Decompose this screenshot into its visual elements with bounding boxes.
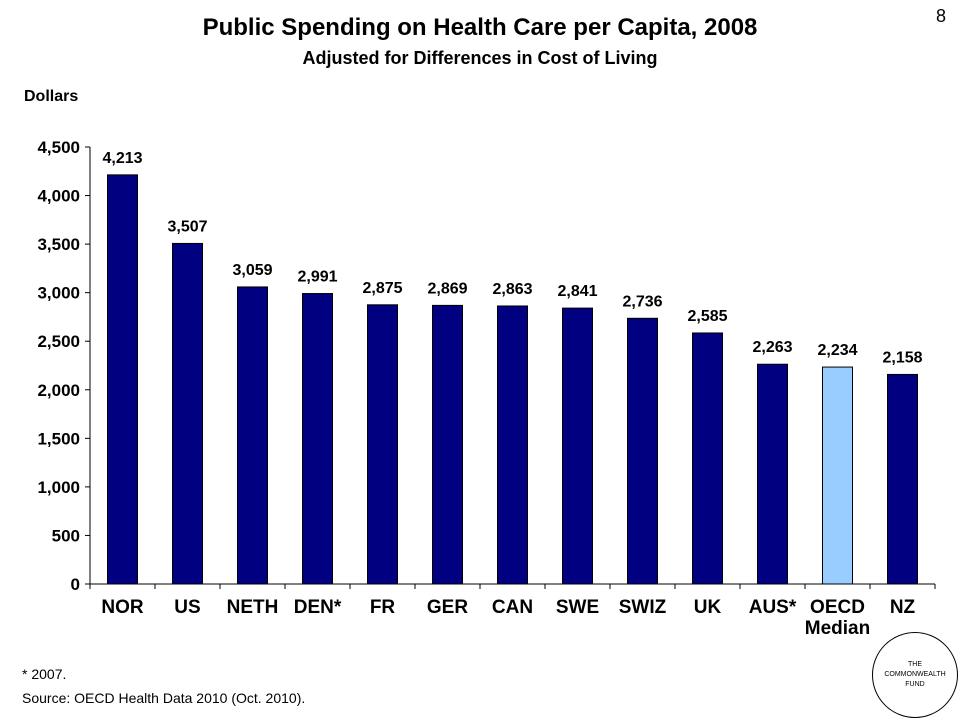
value-label: 2,991	[297, 269, 337, 286]
bar	[692, 332, 723, 585]
bar	[367, 304, 398, 585]
x-tick-label: US	[174, 597, 200, 618]
y-tick-label: 2,000	[37, 381, 80, 400]
x-tick-label: OECD	[810, 597, 865, 618]
bar-chart: 0 500 1,000 1,500 2,000 2,500 3,000 3,500 4,000 4…	[37, 138, 936, 639]
bar	[562, 307, 593, 585]
y-axis-label: Dollars	[24, 88, 79, 105]
x-tick-label: CAN	[492, 597, 533, 618]
page-number: 8	[935, 6, 946, 26]
x-tick-label: FR	[370, 597, 396, 618]
value-label: 2,863	[492, 281, 532, 298]
x-tick-label: DEN*	[294, 597, 342, 618]
chart-title: Public Spending on Health Care per Capit…	[202, 14, 758, 41]
bar	[432, 304, 463, 585]
y-tick-label: 0	[71, 575, 80, 594]
y-tick-label: 1,500	[37, 429, 80, 448]
x-tick-label: AUS*	[749, 597, 797, 618]
bar	[887, 373, 918, 585]
bar	[497, 305, 528, 585]
source-note: Source: OECD Health Data 2010 (Oct. 2010…	[22, 690, 306, 706]
logo-text: THE COMMONWEALTH FUND	[880, 660, 950, 690]
logo-line: COMMONWEALTH	[884, 671, 946, 678]
logo-line: FUND	[905, 681, 925, 688]
y-tick-label: 4,000	[37, 187, 80, 206]
x-tick-label: Median	[805, 618, 870, 639]
value-label: 2,875	[362, 280, 402, 297]
value-label: 2,736	[622, 293, 662, 310]
value-label: 2,234	[817, 342, 857, 359]
logo-line: THE	[908, 661, 922, 668]
y-tick-label: 3,000	[37, 284, 80, 303]
y-tick-label: 2,500	[37, 332, 80, 351]
bar	[107, 174, 138, 585]
y-tick-label: 3,500	[37, 235, 80, 254]
value-label: 3,059	[232, 262, 272, 279]
x-tick-label: NOR	[101, 597, 144, 618]
bar	[237, 286, 268, 585]
bar	[172, 242, 203, 585]
y-tick-label: 500	[52, 526, 80, 545]
value-label: 2,841	[557, 283, 597, 300]
footnote: * 2007.	[22, 666, 67, 682]
y-tick-label: 4,500	[37, 138, 80, 157]
y-tick-label: 1,000	[37, 478, 80, 497]
bar	[822, 366, 853, 585]
commonwealth-fund-logo: THE COMMONWEALTH FUND	[872, 632, 958, 718]
value-label: 2,263	[752, 339, 792, 356]
bar	[627, 317, 658, 585]
x-tick-label: UK	[694, 597, 722, 618]
value-label: 4,213	[102, 150, 142, 167]
bar	[757, 363, 788, 585]
x-tick-label: GER	[427, 597, 468, 618]
value-label: 2,869	[427, 280, 467, 297]
bar	[302, 293, 333, 585]
x-tick-label: NETH	[227, 597, 279, 618]
x-tick-label: NZ	[890, 597, 916, 618]
value-label: 3,507	[167, 218, 207, 235]
value-label: 2,585	[687, 308, 727, 325]
chart-subtitle: Adjusted for Differences in Cost of Livi…	[302, 48, 658, 68]
x-tick-label: SWE	[556, 597, 599, 618]
x-tick-label: SWIZ	[619, 597, 667, 618]
value-label: 2,158	[882, 349, 922, 366]
